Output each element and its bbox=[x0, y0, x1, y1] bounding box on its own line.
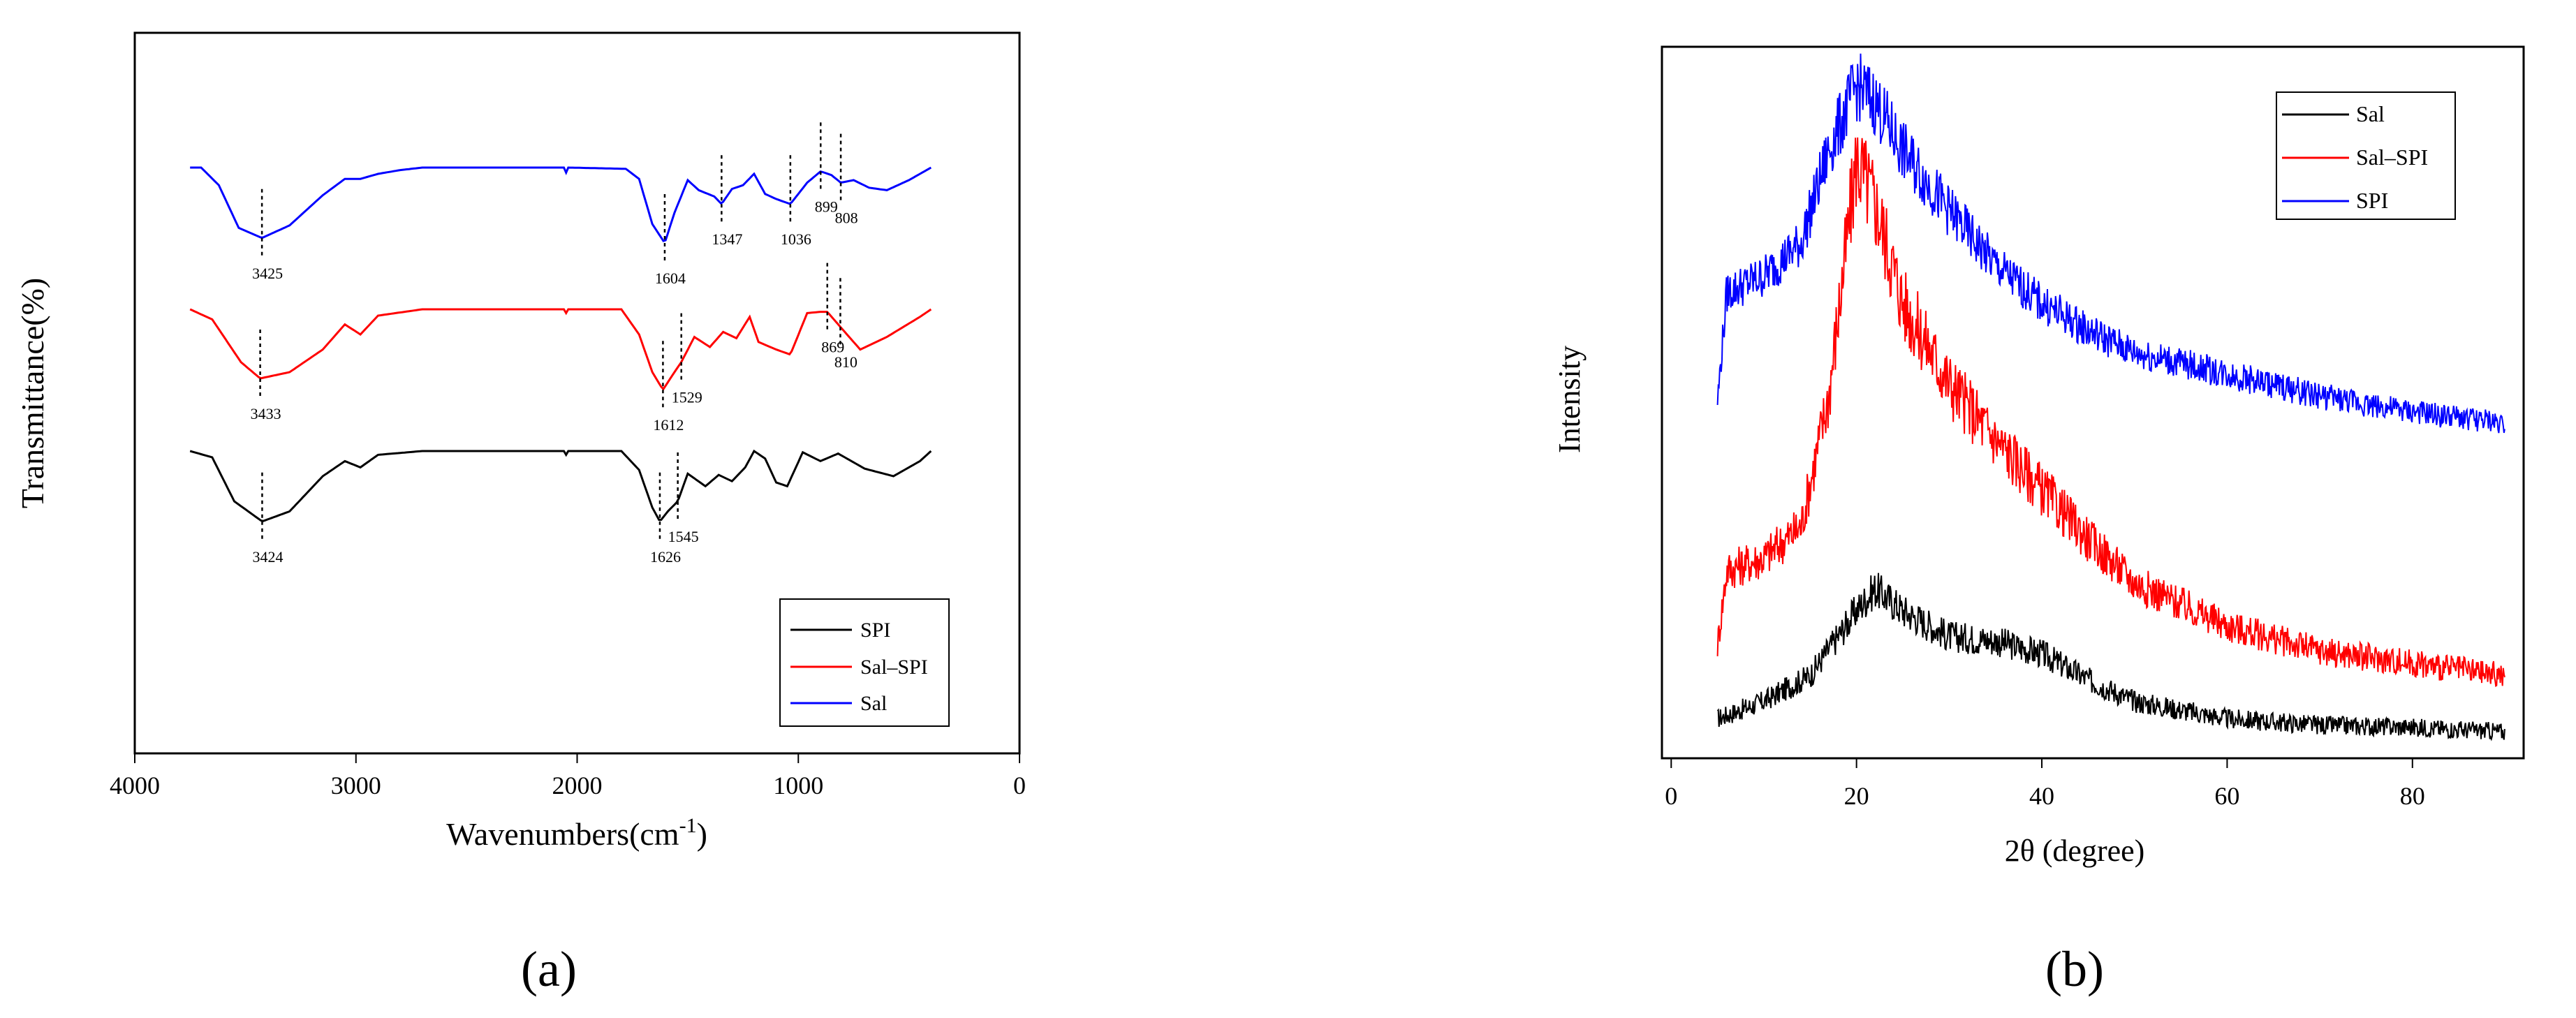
series-line-spi bbox=[1716, 53, 2505, 434]
peak-label-1626: 1626 bbox=[650, 548, 681, 566]
chart-a-legend-label-sal: Sal bbox=[860, 692, 887, 715]
chart-b: 0 20 40 60 80 Intensity 2θ (degree) Sal Sal–… bbox=[1552, 45, 2525, 997]
chart-b-x-tick-label: 20 bbox=[1844, 782, 1869, 810]
chart-a-x-axis-label: Wavenumbers(cm-1) bbox=[446, 814, 707, 852]
chart-a: 4000 3000 2000 1000 0 3425 1604 1347 1036899808… bbox=[15, 31, 1026, 997]
panel-label-a: (a) bbox=[521, 941, 577, 997]
peak-label-899: 899 bbox=[815, 198, 838, 215]
peak-label-3424: 3424 bbox=[252, 548, 283, 566]
peak-label-1036: 1036 bbox=[781, 230, 811, 248]
chart-b-series bbox=[1716, 53, 2505, 742]
chart-a-legend: SPI Sal–SPI Sal bbox=[779, 598, 950, 727]
peak-label-1545: 1545 bbox=[668, 528, 699, 545]
peak-label-3425: 3425 bbox=[252, 265, 283, 282]
chart-b-x-tick-label: 60 bbox=[2214, 782, 2239, 810]
peak-label-1612: 1612 bbox=[653, 416, 684, 434]
chart-a-x-tick-label: 2000 bbox=[552, 772, 603, 799]
series-line-sal bbox=[1716, 573, 2505, 742]
chart-a-legend-label-spi: SPI bbox=[860, 619, 890, 642]
panel-label-b: (b) bbox=[2045, 941, 2104, 997]
series-line-sal-spi bbox=[189, 308, 932, 391]
chart-a-x-ticks: 4000 3000 2000 1000 0 bbox=[110, 753, 1026, 799]
peak-label-3433: 3433 bbox=[251, 405, 281, 422]
chart-b-x-ticks: 0 20 40 60 80 bbox=[1665, 758, 2425, 810]
chart-b-legend-label-sal-spi: Sal–SPI bbox=[2356, 145, 2428, 170]
chart-b-legend-box bbox=[2276, 91, 2456, 220]
peak-label-810: 810 bbox=[834, 353, 858, 371]
peak-label-808: 808 bbox=[835, 209, 858, 227]
chart-b-legend: Sal Sal–SPI SPI bbox=[2276, 91, 2456, 220]
chart-b-y-axis-label: Intensity bbox=[1552, 346, 1587, 453]
chart-a-series bbox=[189, 166, 932, 522]
chart-a-legend-box bbox=[779, 598, 950, 727]
chart-a-x-tick-label: 1000 bbox=[773, 772, 823, 799]
chart-b-legend-label-spi: SPI bbox=[2356, 188, 2388, 213]
chart-a-x-tick-label: 4000 bbox=[110, 772, 160, 799]
chart-a-legend-label-sal-spi: Sal–SPI bbox=[860, 656, 928, 679]
chart-a-y-axis-label: Transmittance(%) bbox=[15, 278, 50, 508]
peak-label-1347: 1347 bbox=[712, 230, 742, 248]
peak-label-1529: 1529 bbox=[672, 389, 702, 406]
chart-a-x-tick-label: 3000 bbox=[331, 772, 381, 799]
chart-b-x-axis-label: 2θ (degree) bbox=[2005, 834, 2145, 868]
chart-b-x-tick-label: 80 bbox=[2400, 782, 2425, 810]
chart-b-legend-label-sal: Sal bbox=[2356, 101, 2385, 126]
chart-b-x-tick-label: 0 bbox=[1665, 782, 1677, 810]
chart-a-x-tick-label: 0 bbox=[1013, 772, 1026, 799]
series-line-sal-spi bbox=[1716, 137, 2505, 688]
series-line-sal bbox=[190, 166, 932, 242]
peak-label-1604: 1604 bbox=[655, 270, 686, 287]
chart-b-frame bbox=[1661, 45, 2525, 760]
chart-b-x-tick-label: 40 bbox=[2029, 782, 2054, 810]
series-line-spi bbox=[189, 449, 932, 522]
